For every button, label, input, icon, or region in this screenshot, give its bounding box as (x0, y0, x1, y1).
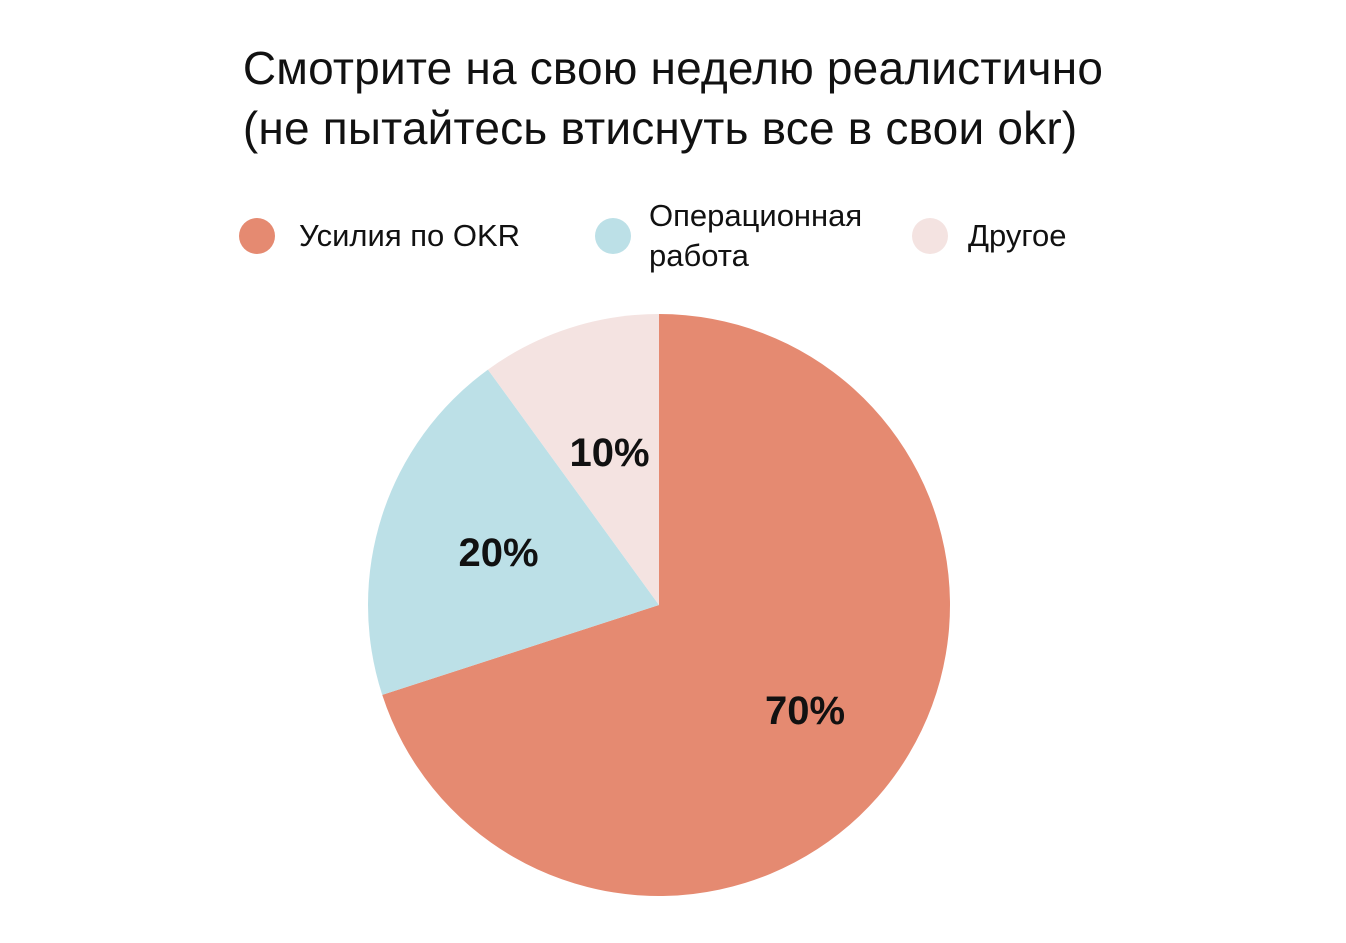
chart-legend: Усилия по OKR Операционная работа Другое (0, 196, 1346, 286)
legend-swatch-okr (239, 218, 275, 254)
legend-item-okr: Усилия по OKR (239, 196, 549, 276)
legend-label-operational: Операционная работа (649, 198, 863, 273)
pie-slice-operational (367, 369, 659, 695)
slice-label-other: 10% (569, 431, 649, 475)
chart-title-line-1: Смотрите на свою неделю реалистично (242, 42, 1104, 94)
legend-swatch-operational (595, 218, 631, 254)
chart-title: Смотрите на свою неделю реалистично (не … (0, 38, 1346, 158)
legend-swatch-other (912, 218, 948, 254)
slice-label-okr: 70% (765, 689, 845, 733)
slice-label-operational: 20% (458, 531, 538, 575)
pie-slice-okr (382, 314, 950, 896)
chart-title-line-2: (не пытайтесь втиснуть все в свои okr) (242, 102, 1078, 154)
legend-label-other: Другое (968, 218, 1067, 253)
legend-label-okr: Усилия по OKR (299, 218, 521, 253)
pie-slice-other (487, 314, 659, 605)
legend-item-other: Другое (912, 196, 1108, 276)
legend-item-operational: Операционная работа (595, 196, 909, 276)
